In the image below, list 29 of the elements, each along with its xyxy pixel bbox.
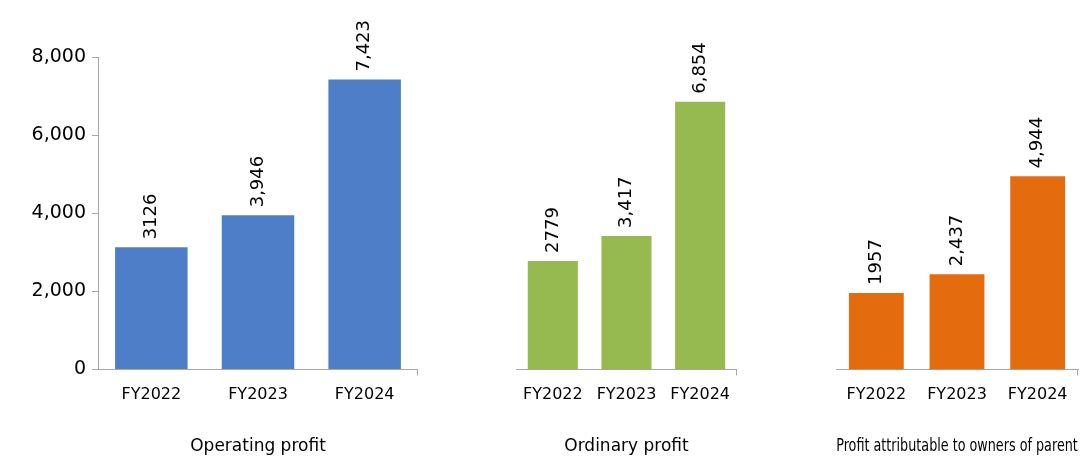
- x-tick-label: FY2022: [522, 384, 583, 404]
- data-label: 3126: [139, 193, 161, 240]
- y-tick-label: 4,000: [31, 200, 86, 223]
- x-axis-title: Operating profit: [190, 435, 327, 456]
- y-tick-label: 6,000: [31, 122, 86, 145]
- data-label: 4,944: [1025, 116, 1047, 169]
- x-axis-title: Ordinary profit: [564, 435, 690, 456]
- x-tick-label: FY2022: [846, 384, 907, 404]
- y-tick-label: 2,000: [31, 278, 86, 301]
- x-axis-title: Profit attributable to owners of parent: [836, 435, 1078, 456]
- data-label: 2,437: [944, 214, 966, 267]
- x-tick-label: FY2023: [228, 384, 288, 404]
- bar: [221, 215, 295, 369]
- data-label: 3,946: [245, 155, 267, 208]
- data-label: 2779: [540, 207, 562, 253]
- x-tick-label: FY2024: [670, 384, 730, 404]
- data-label: 1957: [864, 239, 886, 285]
- x-tick-label: FY2022: [121, 384, 182, 404]
- y-tick-label: 0: [73, 356, 86, 379]
- bar: [328, 79, 401, 369]
- bar: [115, 247, 188, 369]
- x-tick-label: FY2024: [334, 384, 395, 404]
- data-label: 3,417: [614, 176, 636, 228]
- x-tick-label: FY2023: [596, 384, 657, 404]
- x-tick-label: FY2024: [1007, 384, 1068, 404]
- y-tick-label: 8,000: [31, 43, 86, 66]
- data-label: 6,854: [687, 42, 709, 94]
- x-tick-label: FY2023: [927, 384, 987, 404]
- data-label: 7,423: [352, 20, 374, 72]
